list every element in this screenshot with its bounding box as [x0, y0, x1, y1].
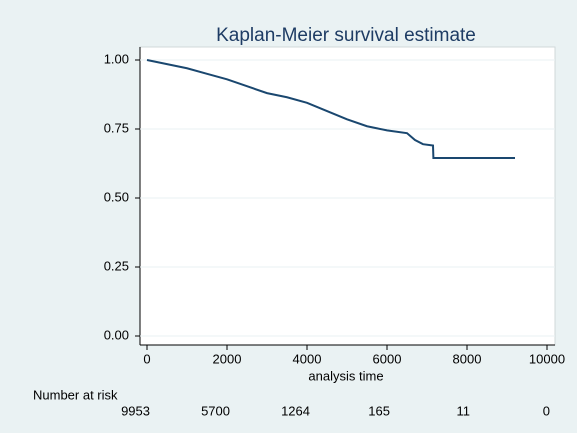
- risk-value: 0: [543, 403, 550, 418]
- risk-value: 5700: [201, 403, 230, 418]
- risk-value: 11: [457, 403, 471, 418]
- y-tick-label: 0.75: [104, 120, 129, 135]
- x-axis-label: analysis time: [308, 368, 383, 383]
- y-tick-label: 0.50: [104, 189, 129, 204]
- chart-title: Kaplan-Meier survival estimate: [216, 25, 476, 46]
- risk-value: 165: [368, 403, 390, 418]
- y-tick-label: 1.00: [104, 51, 129, 66]
- y-tick-label: 0.25: [104, 258, 129, 273]
- x-tick-label: 4000: [293, 351, 322, 366]
- risk-value: 9953: [121, 403, 150, 418]
- x-tick-label: 6000: [373, 351, 402, 366]
- x-tick-label: 10000: [529, 351, 565, 366]
- x-tick-label: 2000: [213, 351, 242, 366]
- risk-value: 1264: [281, 403, 310, 418]
- y-tick-label: 0.00: [104, 327, 129, 342]
- x-tick-label: 0: [143, 351, 150, 366]
- risk-table-label: Number at risk: [33, 387, 118, 402]
- x-tick-label: 8000: [453, 351, 482, 366]
- survival-line: [146, 59, 515, 159]
- plot-area: [139, 46, 556, 346]
